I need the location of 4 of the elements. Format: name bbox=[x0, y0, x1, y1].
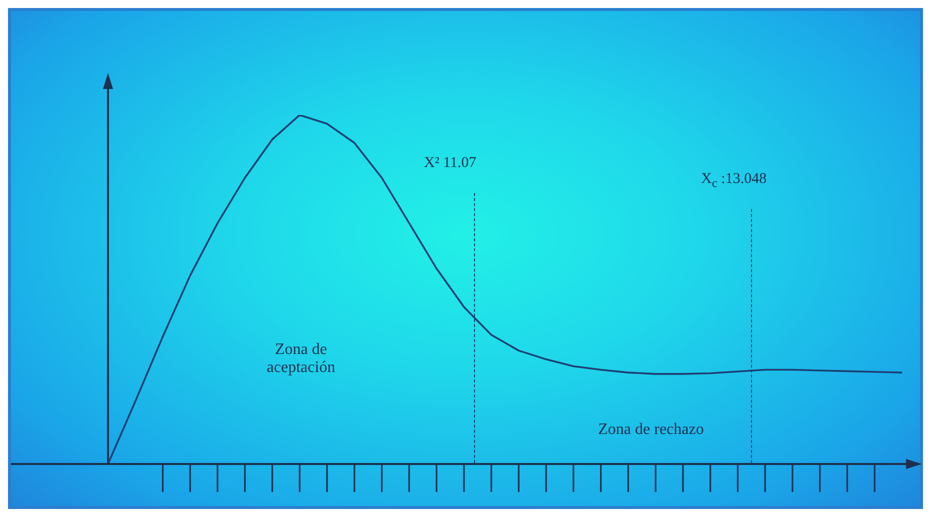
annotation: X$_{c}$ :13.048 bbox=[701, 171, 768, 191]
annotation: Zona de rechazo bbox=[597, 421, 705, 439]
annotation: Zona de aceptación bbox=[266, 341, 336, 377]
annotation: X² 11.07 bbox=[424, 155, 478, 172]
